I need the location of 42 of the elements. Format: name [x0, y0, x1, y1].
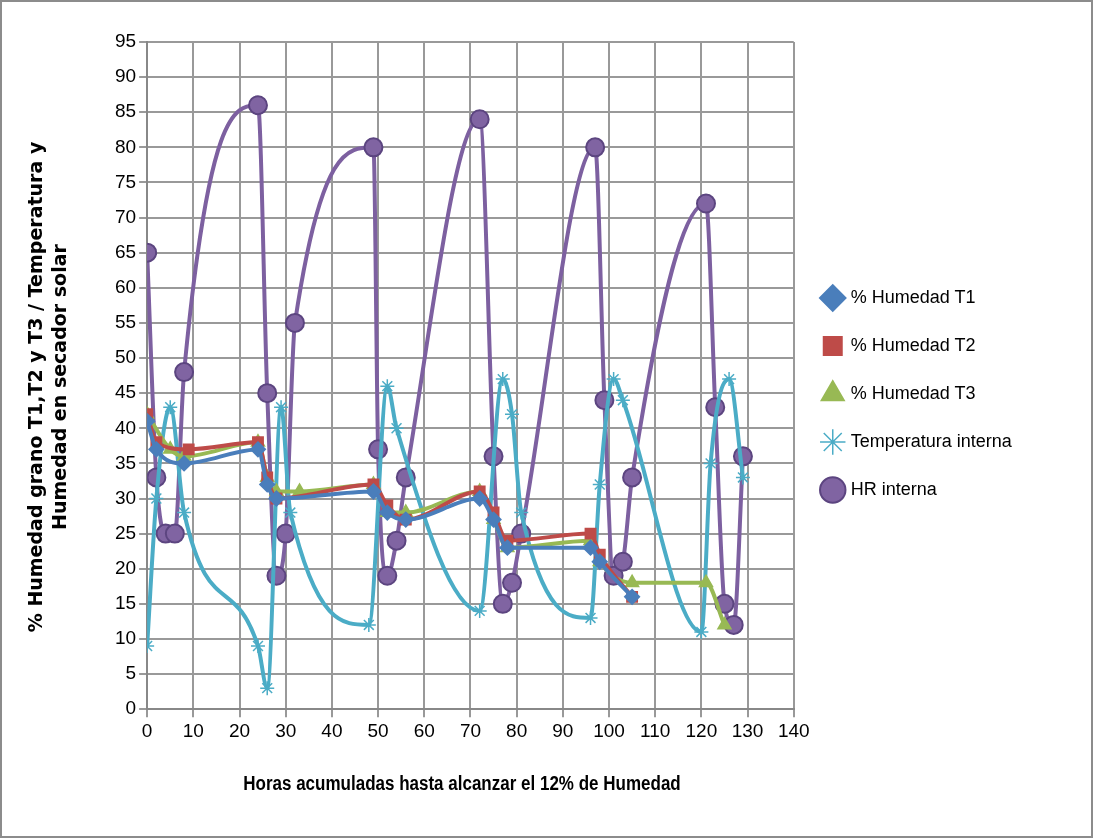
y-tick-label: 30	[114, 486, 137, 508]
x-tick-label: 60	[413, 719, 435, 741]
y-tick-label: 35	[114, 451, 137, 473]
legend-label: % Humedad T3	[850, 382, 976, 403]
x-tick-label: 10	[182, 719, 204, 741]
y-tick-label: 15	[114, 592, 137, 614]
y-tick-label: 55	[114, 311, 137, 333]
y-tick-label: 20	[114, 556, 137, 578]
y-tick-label: 50	[114, 346, 137, 368]
legend-label: Temperatura interna	[850, 430, 1013, 451]
y-tick-label: 85	[114, 100, 137, 122]
x-tick-label: 70	[459, 719, 482, 741]
x-tick-label: 20	[228, 719, 251, 741]
y-tick-label: 80	[114, 135, 137, 157]
y-tick-label: 90	[114, 65, 137, 87]
y-tick-label: 75	[114, 170, 137, 192]
y-tick-label: 45	[114, 381, 137, 403]
legend-label: HR interna	[850, 478, 938, 499]
y-tick-label: 10	[114, 627, 137, 649]
x-tick-label: 110	[640, 719, 671, 741]
x-tick-label: 30	[275, 719, 297, 741]
x-tick-label: 140	[777, 719, 810, 741]
x-tick-label: 100	[593, 719, 625, 741]
x-tick-label: 120	[685, 719, 718, 741]
x-tick-label: 50	[367, 719, 389, 741]
x-tick-label: 40	[321, 719, 343, 741]
x-tick-label: 0	[141, 719, 153, 741]
y-tick-label: 40	[114, 416, 137, 438]
legend-label: % Humedad T2	[850, 334, 976, 355]
y-tick-label: 70	[114, 205, 137, 227]
x-tick-label: 90	[552, 719, 574, 741]
y-tick-label: 25	[114, 521, 137, 543]
y-tick-label: 0	[125, 697, 137, 719]
y-tick-label: 65	[114, 240, 137, 262]
x-axis-title: Horas acumuladas hasta alcanzar el 12% de Humedad	[242, 772, 682, 795]
y-tick-label: 5	[125, 662, 137, 684]
x-tick-label: 80	[506, 719, 528, 741]
legend-label: % Humedad T1	[850, 286, 976, 307]
y-axis-title: % Humedad grano T1,T2 y T3 / Temperatura y Humedad en secador solar	[23, 140, 71, 635]
y-tick-label: 95	[114, 30, 137, 52]
x-tick-label: 130	[731, 719, 764, 741]
y-tick-label: 60	[114, 276, 137, 298]
